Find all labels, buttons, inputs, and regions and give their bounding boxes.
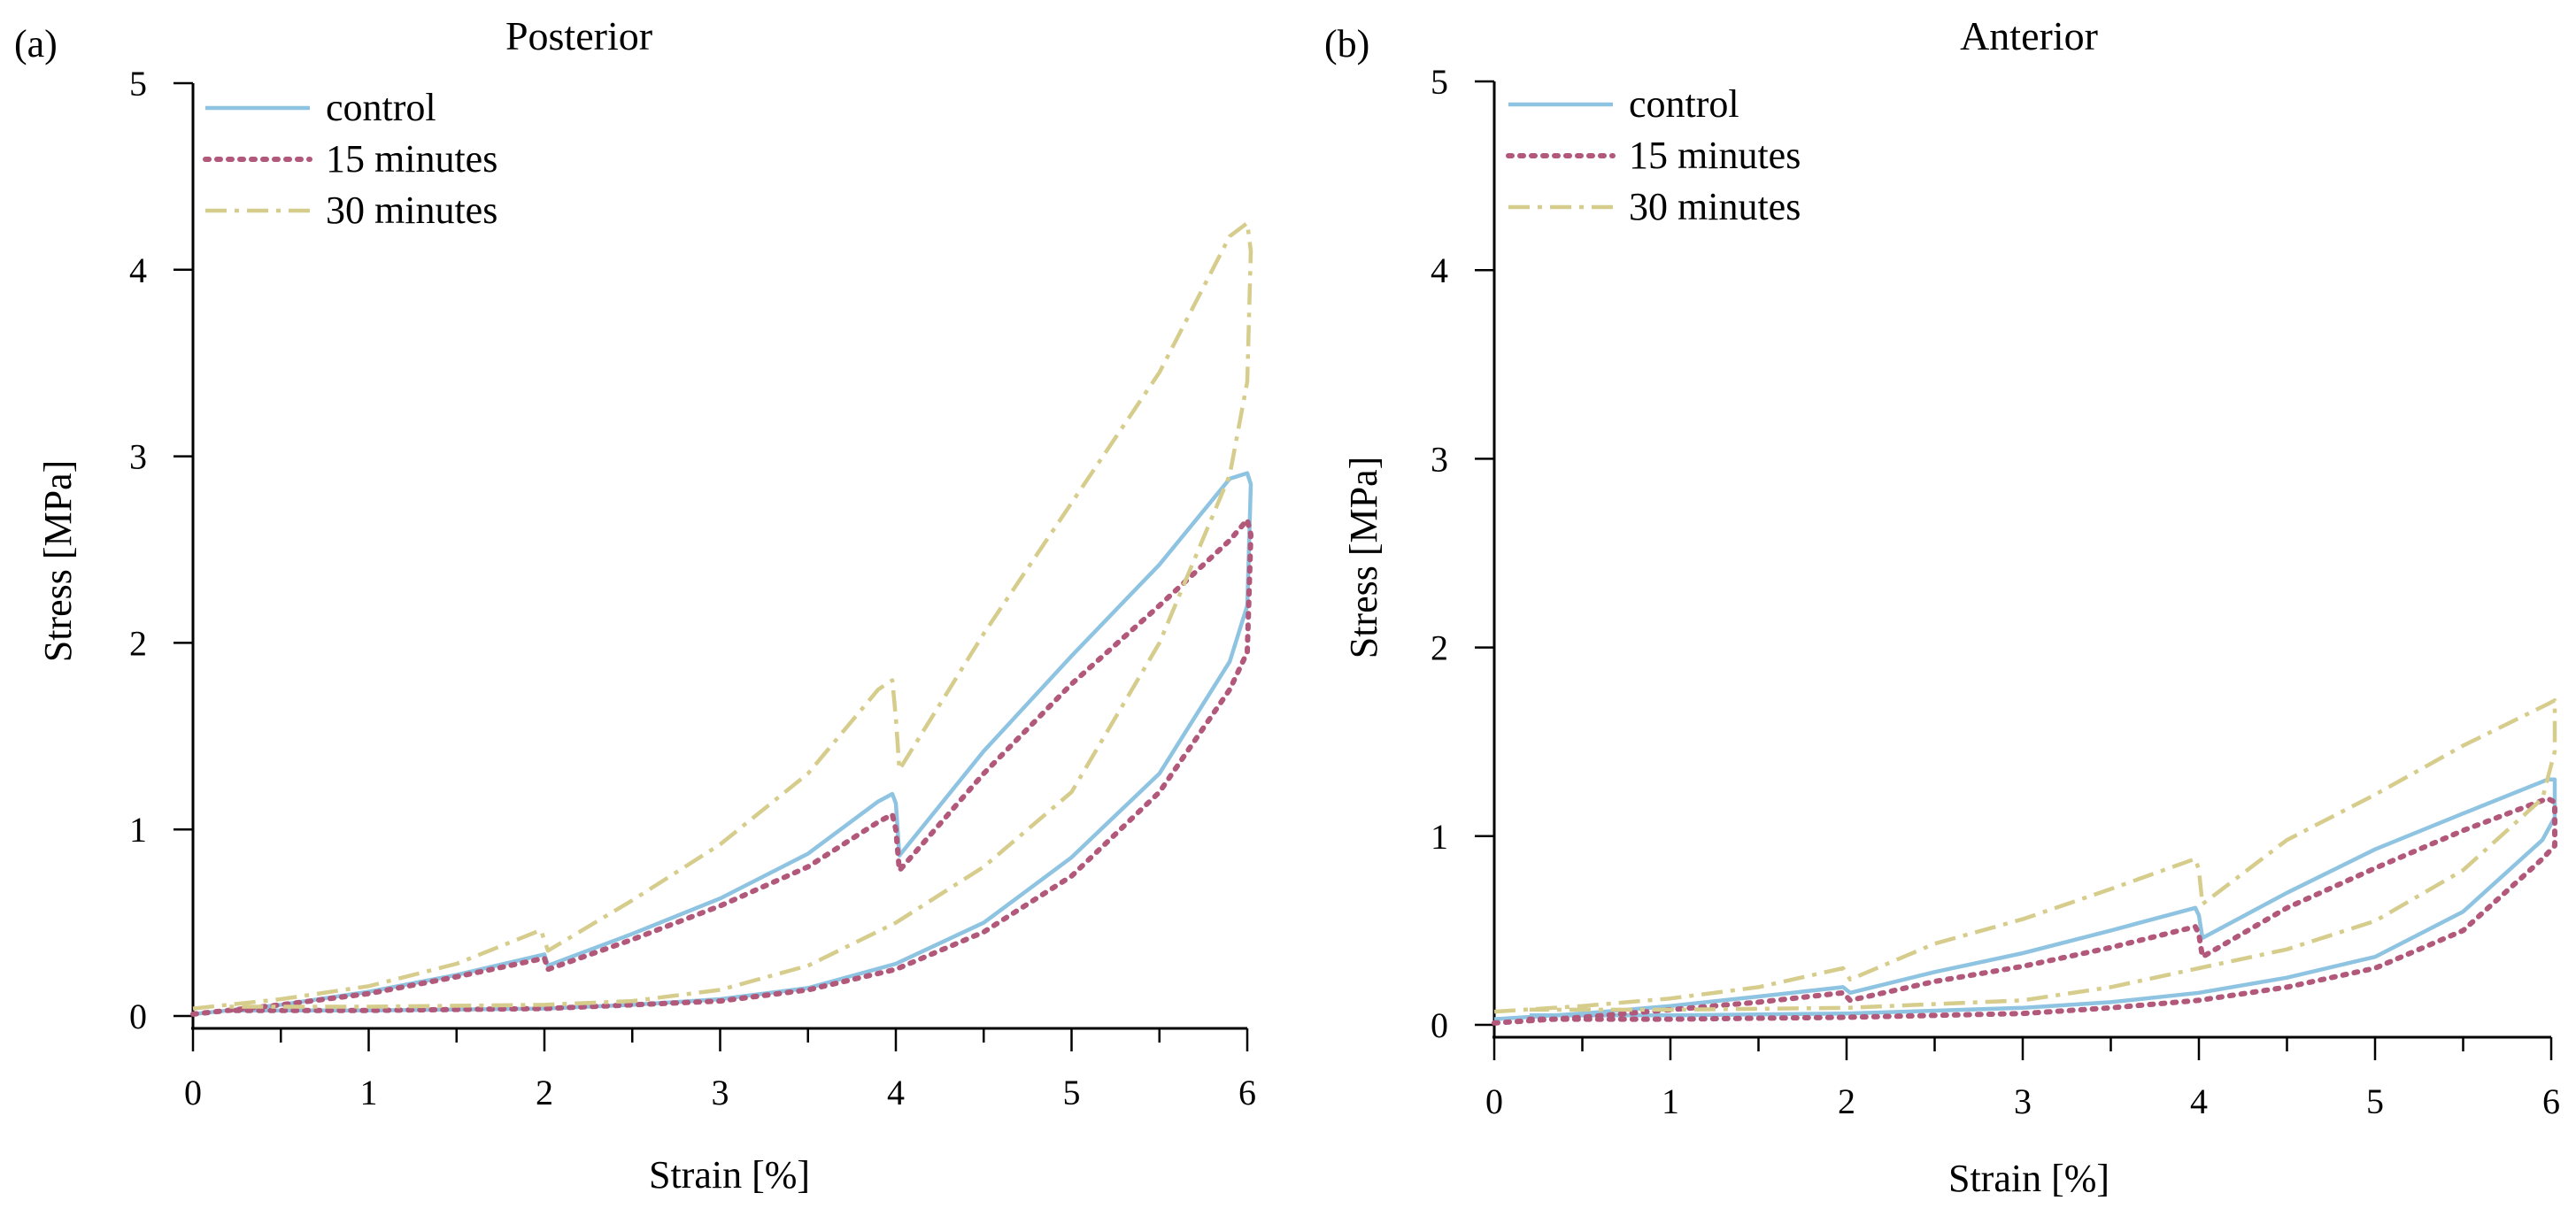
y-tick-label: 4 xyxy=(129,250,147,290)
y-axis-label: Stress [MPa] xyxy=(36,460,80,663)
series-layer xyxy=(1492,698,2557,1026)
x-tick-label: 6 xyxy=(1238,1073,1256,1112)
y-tick-label: 5 xyxy=(1431,62,1448,102)
axes: 0 1 2 3 4 5 6 0 1 2 3 4 5 xyxy=(129,64,1256,1112)
series-line-control xyxy=(1493,777,2557,1021)
x-tick-label: 4 xyxy=(2190,1081,2208,1121)
x-tick-label: 2 xyxy=(536,1073,553,1112)
x-tick-label: 3 xyxy=(2014,1081,2032,1121)
y-axis-label: Stress [MPa] xyxy=(1342,457,1385,659)
legend-label: 30 minutes xyxy=(326,189,497,232)
chart-title: Anterior xyxy=(1960,13,2098,58)
panel-label: (a) xyxy=(14,22,58,65)
x-tick-label: 5 xyxy=(1063,1073,1081,1112)
series-line-30-minutes xyxy=(192,220,1253,1011)
legend-label: control xyxy=(326,86,436,129)
x-axis-label: Strain [%] xyxy=(1948,1157,2109,1200)
legend-label: 15 minutes xyxy=(326,137,497,181)
panel-posterior: (a) Posterior Stress [MPa] Strain [%] 0 1… xyxy=(14,13,1256,1197)
series-line-control xyxy=(192,471,1253,1017)
legend: control 15 minutes 30 minutes xyxy=(203,86,497,232)
x-tick-label: 5 xyxy=(2366,1081,2384,1121)
legend-label: 30 minutes xyxy=(1629,185,1801,228)
y-tick-label: 4 xyxy=(1431,250,1448,290)
y-tick-label: 2 xyxy=(1431,628,1448,668)
x-tick-label: 0 xyxy=(184,1073,202,1112)
x-tick-label: 6 xyxy=(2542,1081,2560,1121)
y-tick-label: 3 xyxy=(1431,439,1448,479)
y-tick-label: 0 xyxy=(129,997,147,1036)
x-tick-label: 2 xyxy=(1838,1081,1855,1121)
legend-label: control xyxy=(1629,82,1739,126)
x-tick-label: 1 xyxy=(1662,1081,1679,1121)
y-tick-label: 2 xyxy=(129,623,147,663)
series-line-15-minutes xyxy=(190,517,1253,1017)
panel-anterior: (b) Anterior Stress [MPa] Strain [%] 0 1 2… xyxy=(1324,13,2560,1200)
panel-label: (b) xyxy=(1324,22,1369,65)
y-tick-label: 0 xyxy=(1431,1005,1448,1045)
x-tick-label: 0 xyxy=(1485,1081,1503,1121)
axes: 0 1 2 3 4 5 6 0 1 2 3 4 5 xyxy=(1431,62,2560,1121)
legend: control 15 minutes 30 minutes xyxy=(1506,82,1801,228)
x-axis-label: Strain [%] xyxy=(649,1153,810,1197)
x-tick-label: 3 xyxy=(712,1073,729,1112)
y-tick-label: 1 xyxy=(1431,817,1448,857)
x-tick-label: 4 xyxy=(887,1073,905,1112)
y-tick-label: 3 xyxy=(129,437,147,477)
series-line-30-minutes xyxy=(1493,698,2557,1014)
y-tick-label: 1 xyxy=(129,810,147,850)
x-tick-label: 1 xyxy=(360,1073,378,1112)
series-line-15-minutes xyxy=(1492,796,2557,1026)
y-tick-label: 5 xyxy=(129,64,147,104)
series-layer xyxy=(190,220,1253,1017)
legend-label: 15 minutes xyxy=(1629,134,1801,177)
chart-title: Posterior xyxy=(505,13,652,58)
